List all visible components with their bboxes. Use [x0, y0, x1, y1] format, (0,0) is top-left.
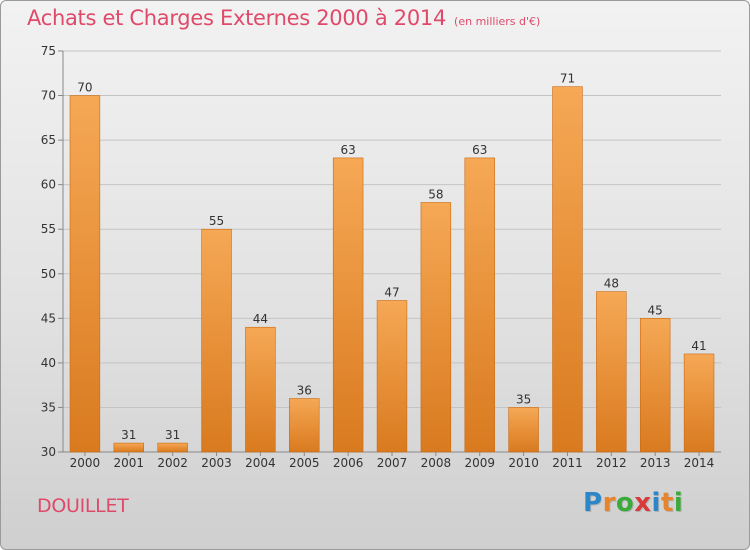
bar-value-label: 47	[384, 286, 399, 300]
x-tick-label: 2007	[377, 456, 408, 470]
logo-letter: i	[673, 488, 684, 518]
x-tick-label: 2014	[684, 456, 715, 470]
bar	[683, 353, 715, 453]
logo-letter: r	[602, 488, 616, 518]
logo-letter: i	[651, 488, 661, 518]
bar	[508, 407, 539, 453]
bar-value-label: 58	[428, 187, 443, 201]
bar	[245, 326, 276, 453]
x-tick-label: 2006	[333, 456, 364, 470]
y-tick-label: 55	[41, 222, 56, 236]
y-tick-label: 45	[41, 311, 56, 325]
y-tick-label: 60	[41, 178, 56, 192]
logo-letter: P	[583, 488, 603, 518]
logo-letter: o	[615, 488, 635, 518]
bar-value-label: 35	[516, 392, 531, 406]
bar-value-label: 63	[472, 143, 487, 157]
x-tick-label: 2009	[464, 456, 495, 470]
x-tick-label: 2013	[640, 456, 671, 470]
bar-value-label: 55	[209, 214, 224, 228]
y-tick-label: 40	[41, 356, 56, 370]
x-tick-label: 2002	[157, 456, 188, 470]
x-tick-label: 2003	[201, 456, 232, 470]
y-tick-label: 35	[41, 400, 56, 414]
logo-letter: x	[634, 488, 652, 518]
logo-letter: t	[660, 488, 674, 518]
x-tick-label: 2010	[508, 456, 539, 470]
bar	[157, 442, 188, 453]
bar-value-label: 41	[691, 339, 706, 353]
x-tick-label: 2004	[245, 456, 276, 470]
bar	[69, 95, 101, 453]
bar	[552, 86, 583, 453]
bar	[201, 228, 232, 453]
y-tick-label: 65	[41, 133, 56, 147]
bar-value-label: 44	[253, 312, 268, 326]
bar	[113, 442, 145, 453]
x-tick-label: 2005	[289, 456, 320, 470]
x-tick-label: 2008	[421, 456, 452, 470]
bar-value-label: 31	[121, 428, 136, 442]
chart-subtitle: (en milliers d'€)	[454, 15, 541, 28]
bar	[376, 300, 408, 453]
bar	[332, 157, 364, 453]
bar-value-label: 48	[604, 277, 619, 291]
proxiti-logo: Proxiti	[583, 488, 683, 518]
bar	[464, 157, 495, 453]
y-tick-label: 70	[41, 89, 56, 103]
x-tick-label: 2000	[70, 456, 101, 470]
bar	[289, 398, 320, 453]
commune-name: DOUILLET	[37, 495, 129, 517]
y-tick-label: 30	[41, 445, 56, 459]
chart-title-text: Achats et Charges Externes 2000 à 2014	[27, 6, 447, 30]
bar-value-label: 63	[340, 143, 355, 157]
bar-value-label: 45	[648, 303, 663, 317]
bar	[639, 318, 671, 453]
chart-title: Achats et Charges Externes 2000 à 2014 (e…	[27, 6, 540, 30]
x-tick-label: 2001	[114, 456, 145, 470]
bar	[420, 202, 452, 453]
x-tick-label: 2011	[552, 456, 583, 470]
bar	[596, 291, 627, 453]
bar-value-label: 71	[560, 72, 575, 86]
bar-value-label: 36	[297, 384, 312, 398]
bar-value-label: 31	[165, 428, 180, 442]
bar-value-label: 70	[77, 81, 92, 95]
x-tick-label: 2012	[596, 456, 627, 470]
y-tick-label: 50	[41, 267, 56, 281]
y-tick-label: 75	[41, 44, 56, 58]
